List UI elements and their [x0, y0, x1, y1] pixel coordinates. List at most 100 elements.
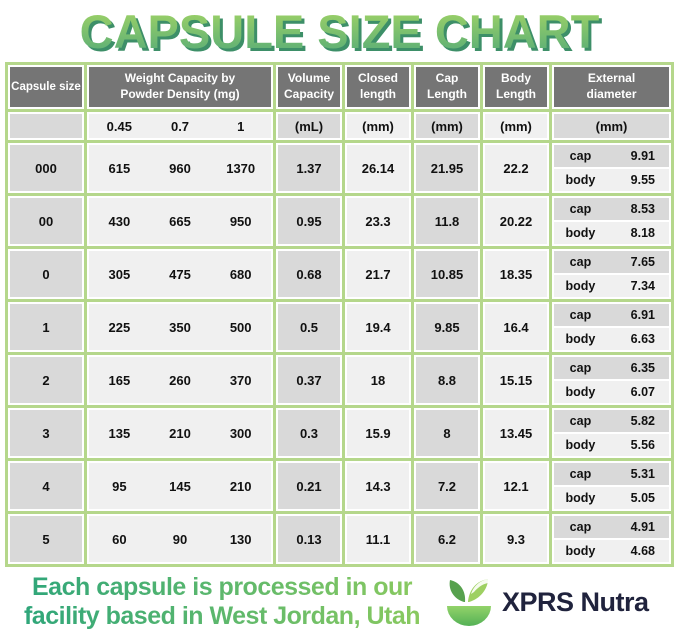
cell-weights: 60 90 130: [87, 514, 273, 564]
weight-07: 145: [169, 478, 191, 494]
external-body-value: 6.07: [630, 385, 655, 399]
external-body-value: 9.55: [630, 173, 655, 187]
external-body-value: 8.18: [630, 226, 655, 240]
units-densities: 0.45 0.7 1: [87, 112, 273, 140]
external-body-value: 6.63: [630, 332, 655, 346]
external-cap-value: 8.53: [630, 202, 655, 216]
cell-external: cap 6.35 body 6.07: [552, 355, 671, 405]
weight-1: 210: [229, 478, 252, 494]
external-cap-row: cap 6.35: [554, 357, 669, 379]
weight-045: 165: [108, 372, 131, 388]
external-body-label: body: [565, 226, 596, 240]
cell-closed: 14.3: [345, 461, 411, 511]
cell-size: 000: [8, 143, 84, 193]
external-cap-row: cap 8.53: [554, 198, 669, 220]
cell-external: cap 4.91 body 4.68: [552, 514, 671, 564]
external-cap-label: cap: [569, 255, 592, 269]
cell-size: 1: [8, 302, 84, 352]
cell-weights: 135 210 300: [87, 408, 273, 458]
cell-body-length: 20.22: [483, 196, 549, 246]
external-body-label: body: [565, 544, 596, 558]
weight-045: 615: [108, 160, 131, 176]
cell-cap-length: 6.2: [414, 514, 480, 564]
cell-external: cap 5.82 body 5.56: [552, 408, 671, 458]
external-cap-row: cap 9.91: [554, 145, 669, 167]
cell-volume: 1.37: [276, 143, 342, 193]
cell-body-length: 13.45: [483, 408, 549, 458]
brand-logo: XPRS Nutra: [440, 576, 649, 628]
cell-size: 4: [8, 461, 84, 511]
header-external-diameter: External diameter: [552, 65, 671, 109]
cell-external: cap 6.91 body 6.63: [552, 302, 671, 352]
cell-external: cap 7.65 body 7.34: [552, 249, 671, 299]
weight-1: 300: [229, 425, 252, 441]
cell-closed: 19.4: [345, 302, 411, 352]
footer: Each capsule is processed in our facilit…: [0, 573, 679, 631]
cell-cap-length: 11.8: [414, 196, 480, 246]
cell-body-length: 12.1: [483, 461, 549, 511]
header-external-diameter-text: External diameter: [586, 71, 637, 101]
external-cap-row: cap 5.31: [554, 463, 669, 485]
weight-07: 475: [169, 266, 191, 282]
cell-body-length: 15.15: [483, 355, 549, 405]
weight-045: 225: [108, 319, 131, 335]
external-body-label: body: [565, 491, 596, 505]
cell-cap-length: 10.85: [414, 249, 480, 299]
unit-volume: (mL): [276, 112, 342, 140]
weight-07: 960: [169, 160, 191, 176]
page-title: CAPSULE SIZE CHART CAPSULE SIZE CHART: [0, 2, 679, 62]
weight-1: 500: [229, 319, 252, 335]
header-closed-length: Closed length: [345, 65, 411, 109]
external-body-row: body 6.63: [554, 328, 669, 350]
cell-cap-length: 7.2: [414, 461, 480, 511]
weight-07: 90: [172, 531, 188, 547]
external-body-row: body 9.55: [554, 169, 669, 191]
cell-body-length: 9.3: [483, 514, 549, 564]
cell-body-length: 22.2: [483, 143, 549, 193]
external-body-row: body 5.05: [554, 487, 669, 509]
external-body-value: 5.05: [630, 491, 655, 505]
cell-cap-length: 8: [414, 408, 480, 458]
unit-density-1: 1: [237, 118, 245, 134]
header-volume-capacity: Volume Capacity: [276, 65, 342, 109]
unit-density-045: 0.45: [106, 118, 132, 134]
external-cap-label: cap: [569, 361, 592, 375]
capsule-size-table: Capsule size Weight Capacity by Powder D…: [5, 62, 674, 567]
cell-weights: 165 260 370: [87, 355, 273, 405]
weight-1: 680: [229, 266, 252, 282]
weight-045: 95: [112, 478, 127, 494]
external-body-label: body: [565, 279, 596, 293]
external-body-row: body 6.07: [554, 381, 669, 403]
external-cap-value: 7.65: [630, 255, 655, 269]
external-body-value: 4.68: [630, 544, 655, 558]
unit-external: (mm): [552, 112, 671, 140]
cell-closed: 23.3: [345, 196, 411, 246]
weight-045: 135: [108, 425, 131, 441]
cell-closed: 21.7: [345, 249, 411, 299]
cell-volume: 0.68: [276, 249, 342, 299]
weight-045: 430: [108, 213, 131, 229]
cell-weights: 615 960 1370: [87, 143, 273, 193]
header-weight-capacity-text: Weight Capacity by Powder Density (mg): [120, 71, 240, 101]
cell-weights: 305 475 680: [87, 249, 273, 299]
weight-07: 350: [169, 319, 191, 335]
external-body-row: body 7.34: [554, 275, 669, 297]
external-body-value: 5.56: [630, 438, 655, 452]
weight-1: 370: [229, 372, 252, 388]
external-body-label: body: [565, 385, 596, 399]
cell-size: 00: [8, 196, 84, 246]
cell-closed: 15.9: [345, 408, 411, 458]
header-cap-length: Cap Length: [414, 65, 480, 109]
external-body-row: body 5.56: [554, 434, 669, 456]
external-cap-value: 5.31: [630, 467, 655, 481]
cell-volume: 0.3: [276, 408, 342, 458]
weight-07: 665: [169, 213, 191, 229]
external-cap-value: 9.91: [630, 149, 655, 163]
weight-045: 305: [108, 266, 131, 282]
weight-1: 1370: [226, 160, 256, 176]
unit-cap: (mm): [414, 112, 480, 140]
unit-body: (mm): [483, 112, 549, 140]
cell-size: 3: [8, 408, 84, 458]
units-capsule-size-empty: [8, 112, 84, 140]
cell-body-length: 18.35: [483, 249, 549, 299]
